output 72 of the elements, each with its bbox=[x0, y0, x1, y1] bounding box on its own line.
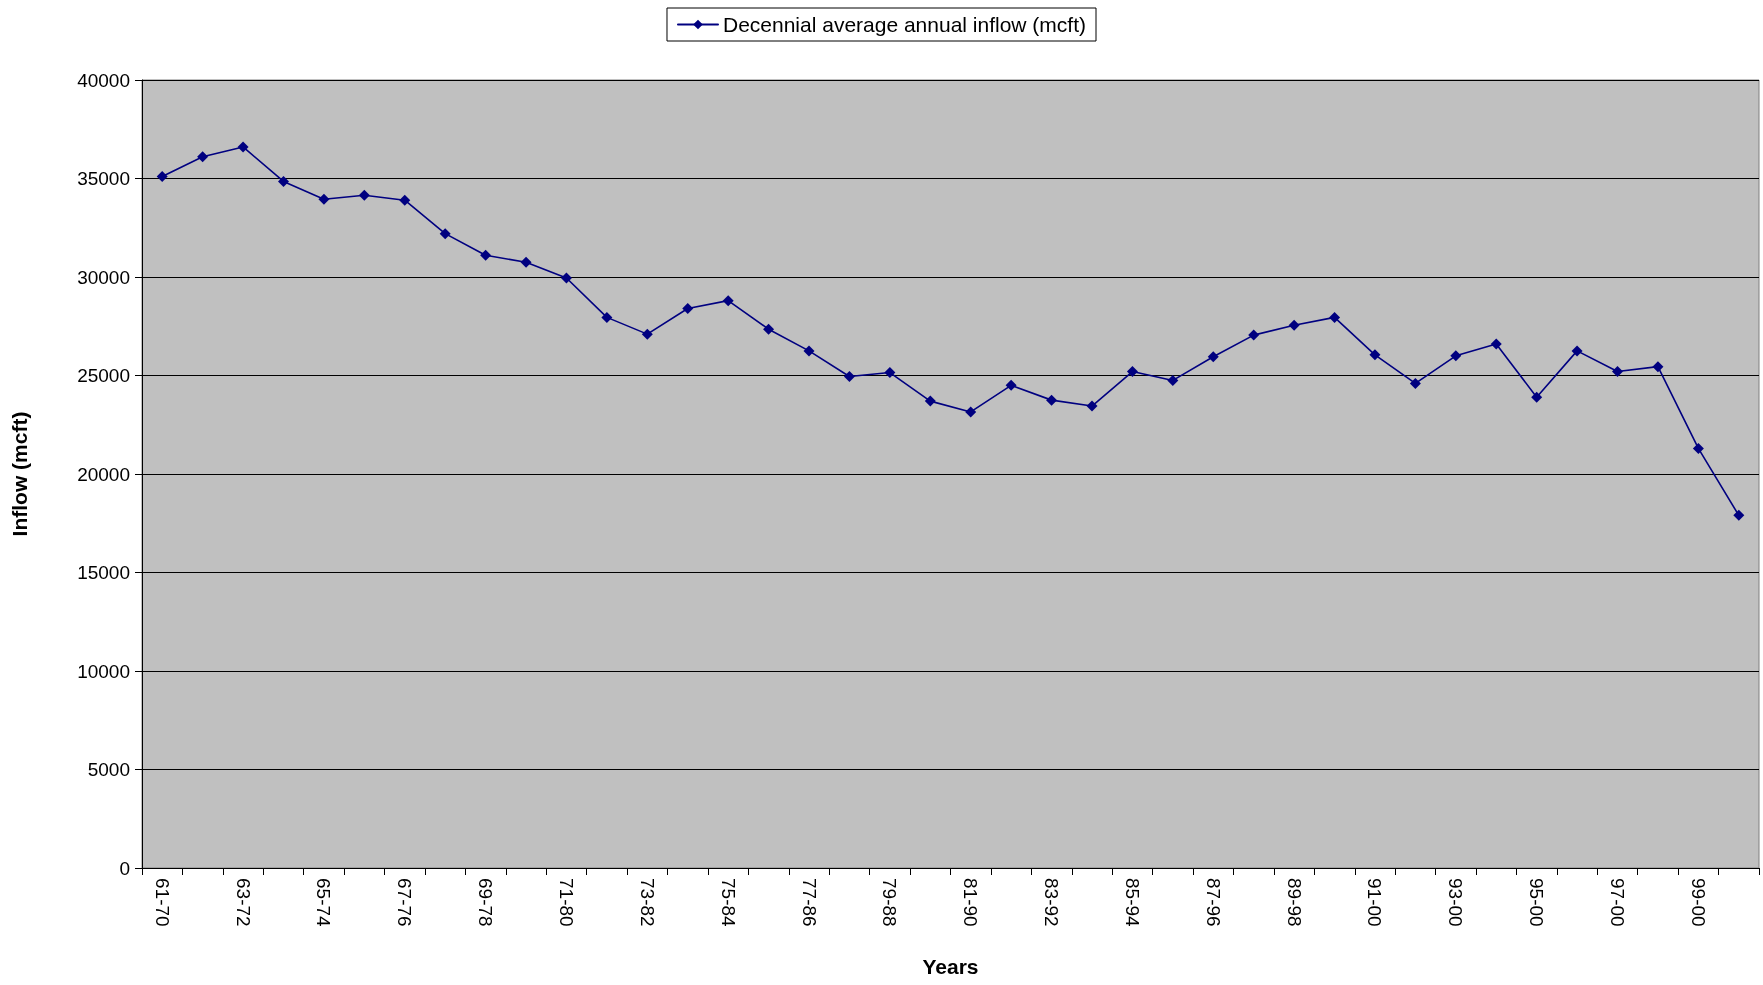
y-tick-label: 35000 bbox=[77, 168, 130, 189]
y-tick-label: 10000 bbox=[77, 660, 130, 682]
point bbox=[1086, 400, 1098, 412]
x-tick-label: 71-80 bbox=[555, 878, 577, 927]
x-tick-label: 91-00 bbox=[1364, 878, 1386, 927]
y-tick-label: 30000 bbox=[77, 266, 130, 288]
point bbox=[884, 367, 896, 379]
x-tick-label: 65-74 bbox=[313, 878, 335, 928]
y-tick-label: 20000 bbox=[77, 463, 130, 485]
point bbox=[1369, 349, 1381, 361]
x-tick-label: 81-90 bbox=[960, 878, 982, 927]
point bbox=[763, 323, 775, 335]
x-tick-label: 93-00 bbox=[1445, 878, 1467, 927]
point bbox=[1167, 374, 1179, 386]
point bbox=[1329, 311, 1341, 323]
point bbox=[924, 395, 936, 407]
point bbox=[1652, 361, 1664, 373]
point bbox=[439, 228, 451, 240]
point bbox=[237, 141, 249, 153]
point bbox=[1005, 379, 1017, 391]
x-tick-label: 95-00 bbox=[1526, 878, 1548, 927]
point bbox=[1450, 350, 1462, 362]
point bbox=[480, 249, 492, 261]
point bbox=[520, 256, 532, 268]
point bbox=[722, 295, 734, 307]
y-tick-label: 25000 bbox=[77, 365, 130, 386]
point bbox=[1571, 345, 1583, 357]
point bbox=[1409, 377, 1421, 389]
point bbox=[1248, 329, 1260, 341]
x-tick-label: 79-88 bbox=[879, 878, 901, 927]
point bbox=[1692, 442, 1704, 454]
point bbox=[682, 303, 694, 315]
y-axis-title: Inflow (mcft) bbox=[8, 411, 31, 537]
x-tick-label: 63-72 bbox=[232, 878, 254, 927]
x-tick-label: 73-82 bbox=[636, 878, 658, 927]
x-tick-label: 89-98 bbox=[1283, 878, 1305, 927]
point bbox=[358, 189, 370, 201]
point bbox=[641, 328, 653, 340]
point bbox=[1490, 338, 1502, 350]
x-tick-label: 83-92 bbox=[1041, 878, 1063, 927]
point bbox=[156, 171, 168, 183]
x-tick-label: 87-96 bbox=[1202, 878, 1224, 927]
point bbox=[843, 370, 855, 382]
point bbox=[601, 311, 613, 323]
point bbox=[1288, 319, 1300, 331]
legend-label: Decennial average annual inflow (mcft) bbox=[722, 13, 1087, 36]
point bbox=[1531, 391, 1543, 403]
x-axis-title: Years bbox=[922, 955, 979, 978]
point bbox=[318, 193, 330, 205]
x-tick-label: 99-00 bbox=[1687, 878, 1709, 927]
y-tick-label: 40000 bbox=[77, 69, 130, 91]
point bbox=[1046, 394, 1058, 406]
x-tick-label: 75-84 bbox=[717, 878, 739, 928]
x-tick-label: 69-78 bbox=[475, 878, 497, 927]
point bbox=[197, 151, 209, 163]
y-tick-label: 5000 bbox=[87, 759, 130, 780]
point bbox=[399, 194, 411, 206]
point bbox=[803, 345, 815, 357]
x-tick-label: 97-00 bbox=[1607, 878, 1629, 927]
point bbox=[965, 406, 977, 418]
point bbox=[560, 272, 572, 284]
point bbox=[1126, 366, 1138, 378]
point bbox=[1612, 366, 1624, 378]
point bbox=[1733, 509, 1745, 521]
x-tick-label: 61-70 bbox=[151, 878, 173, 927]
x-tick-label: 67-76 bbox=[394, 878, 416, 927]
x-tick-label: 77-86 bbox=[798, 878, 820, 927]
point bbox=[1207, 351, 1219, 363]
y-tick-label: 0 bbox=[119, 857, 130, 879]
y-tick-label: 15000 bbox=[77, 562, 130, 583]
x-tick-label: 85-94 bbox=[1121, 878, 1143, 928]
point bbox=[277, 175, 289, 187]
